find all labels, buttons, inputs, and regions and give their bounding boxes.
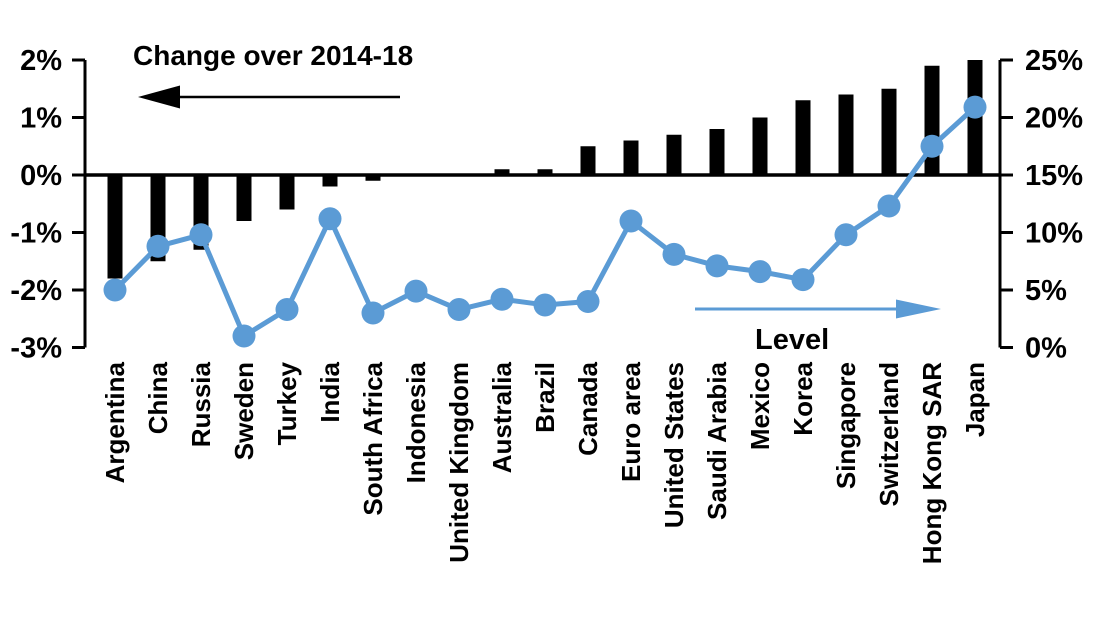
level-marker-Korea	[791, 268, 815, 292]
category-label: Turkey	[272, 361, 302, 445]
bar-Canada	[580, 146, 596, 175]
bar-series-label: Change over 2014-18	[133, 40, 414, 71]
bar-Euro area	[623, 140, 639, 175]
category-label: Japan	[960, 362, 990, 437]
level-marker-Argentina	[103, 278, 127, 302]
right-axis-tick-label: 25%	[1025, 45, 1083, 77]
bar-Mexico	[752, 117, 768, 175]
right-axis-tick-label: 10%	[1025, 218, 1083, 250]
bar-Switzerland	[881, 88, 897, 175]
category-label: Hong Kong SAR	[917, 362, 947, 564]
left-axis-tick-label: 0%	[20, 160, 62, 192]
level-marker-Brazil	[533, 293, 557, 317]
category-label: Indonesia	[401, 361, 431, 483]
category-label: Singapore	[831, 362, 861, 489]
level-marker-Russia	[189, 223, 213, 247]
bar-Australia	[494, 169, 510, 175]
level-marker-Saudi Arabia	[705, 254, 729, 278]
right-axis-tick-label: 15%	[1025, 160, 1083, 192]
category-label: Korea	[788, 361, 818, 435]
level-marker-India	[318, 207, 342, 231]
level-marker-Indonesia	[404, 279, 428, 303]
right-arrow-icon	[896, 299, 941, 319]
level-marker-United States	[662, 242, 686, 266]
category-label: Brazil	[530, 362, 560, 433]
level-marker-Japan	[963, 95, 987, 119]
bar-Brazil	[537, 169, 553, 175]
bar-Turkey	[279, 175, 295, 210]
category-label: Switzerland	[874, 362, 904, 506]
category-label: Canada	[573, 361, 603, 455]
bar-Argentina	[107, 175, 123, 279]
level-marker-Turkey	[275, 298, 299, 322]
left-axis-tick-label: -1%	[10, 218, 62, 250]
bar-United States	[666, 134, 682, 175]
right-axis-tick-label: 0%	[1025, 333, 1067, 365]
bar-Hong Kong SAR	[924, 65, 940, 175]
bar-India	[322, 175, 338, 187]
right-axis-tick-label: 5%	[1025, 275, 1067, 307]
bar-Saudi Arabia	[709, 129, 725, 175]
level-marker-China	[146, 234, 170, 258]
category-label: United Kingdom	[444, 362, 474, 563]
category-label: Russia	[186, 361, 216, 447]
bar-South Africa	[365, 175, 381, 181]
left-arrow-icon	[138, 85, 180, 109]
bar-Korea	[795, 100, 811, 175]
level-marker-United Kingdom	[447, 298, 471, 322]
left-axis-tick-label: -2%	[10, 275, 62, 307]
category-label: India	[315, 361, 345, 422]
category-label: Saudi Arabia	[702, 361, 732, 520]
level-marker-Hong Kong SAR	[920, 134, 944, 158]
category-label: Sweden	[229, 362, 259, 460]
level-marker-Australia	[490, 287, 514, 311]
category-label: Euro area	[616, 361, 646, 481]
right-axis-tick-label: 20%	[1025, 103, 1083, 135]
bar-Singapore	[838, 94, 854, 175]
line-series-label: Level	[755, 324, 830, 356]
level-marker-Switzerland	[877, 194, 901, 218]
left-axis-tick-label: -3%	[10, 333, 62, 365]
category-label: Argentina	[100, 361, 130, 483]
category-label: South Africa	[358, 361, 388, 515]
level-marker-Mexico	[748, 260, 772, 284]
bar-Sweden	[236, 175, 252, 221]
level-marker-Canada	[576, 290, 600, 313]
level-marker-Euro area	[619, 209, 643, 233]
category-label: United States	[659, 362, 689, 528]
category-label: China	[143, 361, 173, 434]
category-label: Mexico	[745, 362, 775, 450]
left-axis-tick-label: 2%	[20, 45, 62, 77]
left-axis-tick-label: 1%	[20, 103, 62, 135]
category-label: Australia	[487, 361, 517, 473]
level-marker-Singapore	[834, 223, 858, 247]
level-marker-South Africa	[361, 301, 385, 325]
level-marker-Sweden	[232, 324, 256, 348]
